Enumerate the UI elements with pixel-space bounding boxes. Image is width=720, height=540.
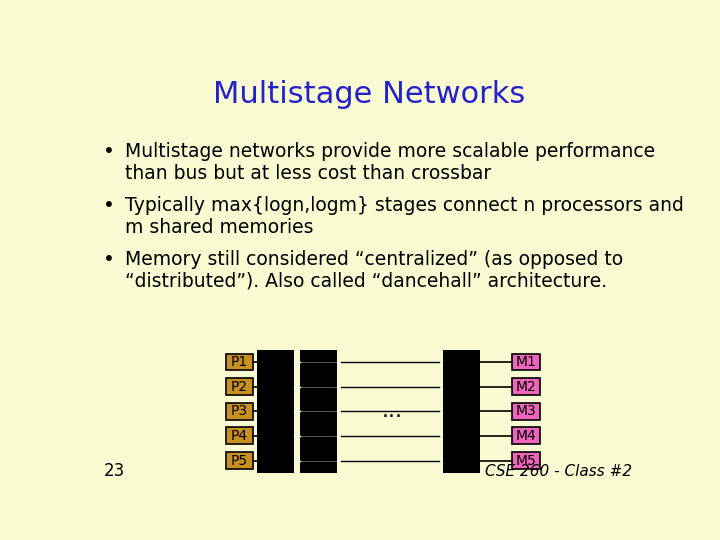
Text: M4: M4 xyxy=(516,429,536,443)
Text: •: • xyxy=(104,195,115,215)
Bar xyxy=(225,354,253,370)
Text: ...: ... xyxy=(382,401,402,421)
Text: M1: M1 xyxy=(516,355,536,369)
Text: Typically max{logn,logm} stages connect n processors and
m shared memories: Typically max{logn,logm} stages connect … xyxy=(125,195,684,237)
Bar xyxy=(300,350,337,473)
Bar xyxy=(513,354,539,370)
Text: M3: M3 xyxy=(516,404,536,418)
Text: Multistage networks provide more scalable performance
than bus but at less cost : Multistage networks provide more scalabl… xyxy=(125,142,655,183)
Text: •: • xyxy=(104,249,115,268)
Bar xyxy=(513,378,539,395)
Text: P1: P1 xyxy=(230,355,248,369)
Text: 23: 23 xyxy=(104,462,125,481)
Text: M5: M5 xyxy=(516,454,536,468)
Bar xyxy=(443,350,480,473)
Bar xyxy=(225,378,253,395)
Text: M2: M2 xyxy=(516,380,536,394)
Bar xyxy=(225,452,253,469)
Text: P2: P2 xyxy=(230,380,248,394)
Text: P3: P3 xyxy=(230,404,248,418)
Text: •: • xyxy=(104,142,115,161)
Bar xyxy=(225,403,253,420)
Text: Memory still considered “centralized” (as opposed to
“distributed”). Also called: Memory still considered “centralized” (a… xyxy=(125,249,623,291)
Text: P4: P4 xyxy=(230,429,248,443)
Text: CSE 260 - Class #2: CSE 260 - Class #2 xyxy=(485,464,632,479)
Bar xyxy=(256,350,294,473)
Text: Multistage Networks: Multistage Networks xyxy=(213,79,525,109)
Bar xyxy=(225,428,253,444)
Bar xyxy=(513,452,539,469)
Text: P5: P5 xyxy=(230,454,248,468)
Bar xyxy=(513,403,539,420)
Bar xyxy=(513,428,539,444)
